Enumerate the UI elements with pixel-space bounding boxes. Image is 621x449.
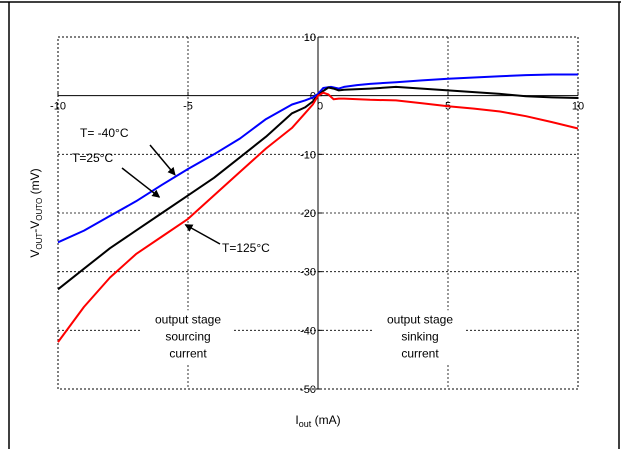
series-annotation-0: T= -40°C xyxy=(80,126,129,140)
x-tick-label: -5 xyxy=(183,101,193,113)
x-axis-label: Iout (mA) xyxy=(295,413,340,429)
y-axis-label-p2: -V xyxy=(28,221,42,233)
x-tick-label: 0 xyxy=(317,101,323,113)
annotation-arrow-0 xyxy=(149,144,176,176)
region-label-line: current xyxy=(169,346,207,360)
region-label-line: output stage xyxy=(155,312,221,326)
series-line-2 xyxy=(57,91,579,343)
series-group xyxy=(57,73,579,343)
y-tick-label: -10 xyxy=(300,149,316,161)
y-axis-label-p1: V xyxy=(28,250,42,258)
region-label-bg-1 xyxy=(374,310,466,365)
annotations: T= -40°C T=25°C T=125°C xyxy=(72,126,270,255)
y-tick-label: -40 xyxy=(300,325,316,337)
x-tick-label: -10 xyxy=(50,101,66,113)
y-tick-label: -30 xyxy=(300,267,316,279)
y-axis-label-unit: (mV) xyxy=(28,168,42,197)
region-labels: output stage sourcing current output stage s… xyxy=(142,310,466,365)
region-label-line: current xyxy=(401,346,439,360)
y-tick-label: -50 xyxy=(300,384,316,396)
region-label-line: sinking xyxy=(401,329,438,343)
x-axis-label-unit: (mA) xyxy=(311,413,340,427)
x-axis-label-main: I xyxy=(295,413,298,427)
region-label-bg-0 xyxy=(142,310,234,365)
series-line-0 xyxy=(57,73,578,244)
y-axis-label-s1: OUT xyxy=(35,233,44,250)
annotation-arrow-1 xyxy=(121,167,161,198)
y-tick-label: -20 xyxy=(300,208,316,220)
series-annotation-2: T=125°C xyxy=(222,241,270,255)
y-axis-label-s2: OUTO xyxy=(35,198,44,221)
region-label-line: output stage xyxy=(387,312,453,326)
x-axis-label-sub: out xyxy=(299,419,312,429)
series-line-1 xyxy=(57,85,579,291)
series-annotation-1: T=25°C xyxy=(72,151,113,165)
y-tick-label: 10 xyxy=(304,32,316,44)
annotation-arrow-2 xyxy=(184,224,221,245)
y-axis-label: VOUT-VOUTO (mV) xyxy=(28,168,44,257)
region-label-line: sourcing xyxy=(165,329,210,343)
x-tick-label: 10 xyxy=(572,101,584,113)
